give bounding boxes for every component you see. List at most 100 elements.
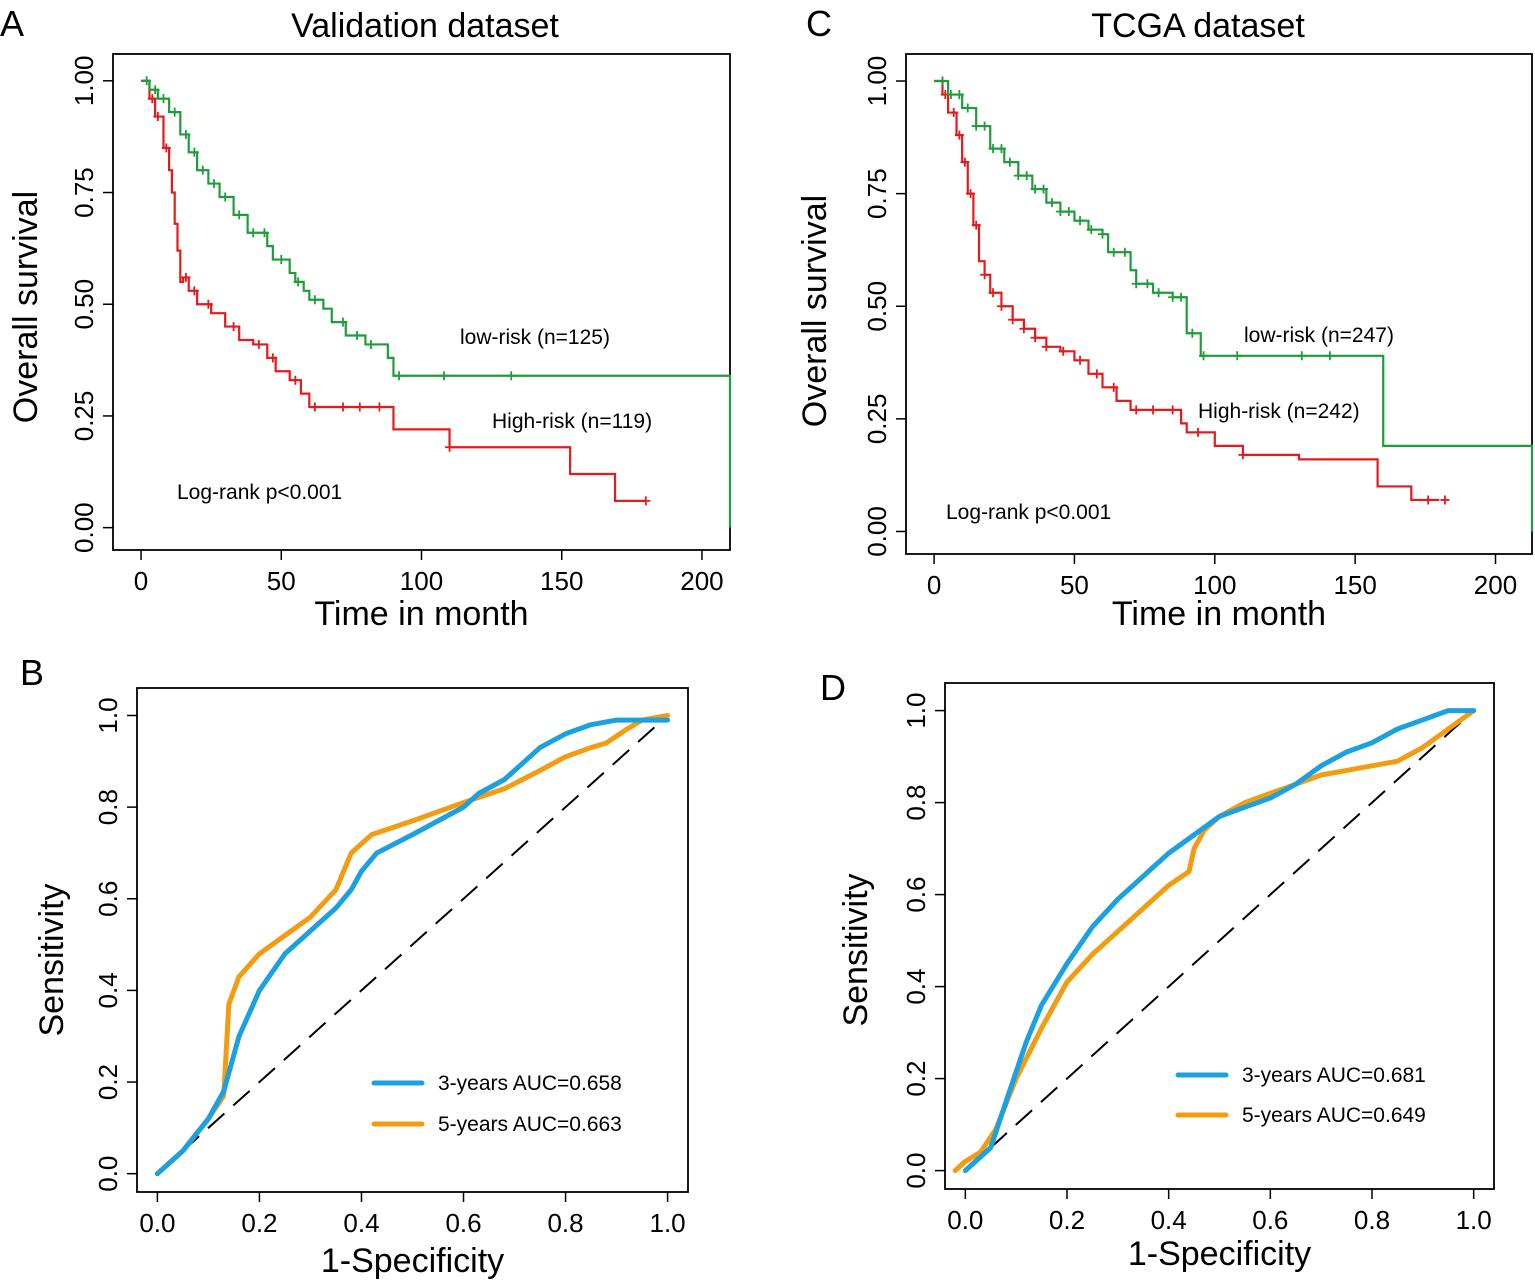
censor-mark bbox=[203, 299, 213, 309]
censor-mark bbox=[1058, 346, 1068, 356]
km-chart-validation: 0 50 100 150 200 0.00 0.25 0.50 0.75 1.00 Time in … bbox=[7, 7, 732, 633]
plot-frame-D bbox=[944, 682, 1495, 1190]
censor-mark bbox=[1019, 324, 1029, 334]
censor-mark bbox=[1030, 184, 1040, 194]
censor-mark bbox=[276, 255, 286, 265]
censor-mark bbox=[394, 371, 404, 381]
censor-mark bbox=[293, 277, 303, 287]
censor-mark bbox=[439, 371, 449, 381]
high-risk-curve bbox=[141, 79, 646, 502]
censor-mark bbox=[1232, 351, 1242, 361]
censor-mark bbox=[1168, 405, 1178, 415]
censor-mark bbox=[142, 76, 152, 86]
y-tick-label: 0.8 bbox=[901, 785, 931, 821]
plot-frame-B bbox=[136, 687, 689, 1193]
censor-mark bbox=[1022, 171, 1032, 181]
x-tick-label: 0.2 bbox=[241, 1208, 277, 1238]
censor-mark bbox=[1064, 207, 1074, 217]
x-tick-label: 0 bbox=[134, 566, 148, 596]
censor-mark bbox=[355, 402, 365, 412]
y-axis-title: Sensitivity bbox=[33, 883, 71, 1036]
x-tick-label: 200 bbox=[1474, 570, 1517, 600]
x-tick-label: 150 bbox=[1333, 570, 1376, 600]
censor-mark bbox=[1176, 292, 1186, 302]
x-axis-title: 1-Specificity bbox=[321, 1242, 504, 1280]
x-tick-label: 0.0 bbox=[139, 1208, 175, 1238]
legend-label: 5-years AUC=0.649 bbox=[1242, 1104, 1426, 1127]
x-tick-label: 200 bbox=[680, 566, 723, 596]
y-tick-label: 0.75 bbox=[69, 167, 99, 218]
y-tick-label: 0.0 bbox=[93, 1156, 123, 1192]
x-tick-label: 0.4 bbox=[1151, 1205, 1187, 1235]
low-risk-curve bbox=[934, 79, 1534, 532]
y-tick-label: 0.75 bbox=[862, 168, 892, 219]
x-axis-title: Time in month bbox=[1112, 595, 1326, 633]
censor-mark bbox=[229, 322, 239, 332]
censor-mark bbox=[290, 375, 300, 385]
censor-mark bbox=[1086, 225, 1096, 235]
censor-mark bbox=[1131, 279, 1141, 289]
censor-mark bbox=[259, 228, 269, 238]
y-tick-label: 0.50 bbox=[862, 281, 892, 332]
censor-mark bbox=[220, 192, 230, 202]
y-tick-label: 0.2 bbox=[901, 1061, 931, 1097]
censor-mark bbox=[1440, 495, 1450, 505]
y-tick-label: 0.00 bbox=[862, 506, 892, 557]
roc-chart-validation: 0.0 0.2 0.4 0.6 0.8 1.0 0.0 0.2 0.4 0.6 0.8 1.0 1-Sp… bbox=[33, 687, 689, 1280]
censor-mark bbox=[254, 339, 264, 349]
censor-mark bbox=[1187, 328, 1197, 338]
censor-mark bbox=[310, 295, 320, 305]
censor-mark bbox=[268, 353, 278, 363]
censor-mark bbox=[1142, 279, 1152, 289]
censor-mark bbox=[153, 112, 163, 122]
roc-curve-3-years bbox=[962, 708, 1477, 1174]
chart-title: TCGA dataset bbox=[1091, 7, 1305, 45]
censor-mark bbox=[966, 189, 976, 199]
low-risk-label: low-risk (n=125) bbox=[460, 326, 610, 349]
censor-mark bbox=[161, 143, 171, 153]
censor-mark bbox=[1039, 184, 1049, 194]
roc-curve-3-years bbox=[154, 717, 671, 1177]
censor-mark bbox=[949, 108, 959, 118]
censor-mark bbox=[1238, 450, 1248, 460]
km-chart-tcga: 0 50 100 150 200 0.00 0.25 0.50 0.75 1.00 Time in … bbox=[796, 7, 1534, 633]
y-tick-label: 1.00 bbox=[862, 56, 892, 107]
x-tick-label: 0 bbox=[927, 570, 941, 600]
censor-mark bbox=[996, 144, 1006, 154]
censor-mark bbox=[1013, 171, 1023, 181]
censor-mark bbox=[1193, 427, 1203, 437]
censor-mark bbox=[181, 272, 191, 282]
censor-mark bbox=[1005, 157, 1015, 167]
panel-label-b: B bbox=[20, 652, 44, 693]
censor-mark bbox=[980, 121, 990, 131]
legend-label: 3-years AUC=0.658 bbox=[438, 1072, 622, 1095]
censor-mark bbox=[150, 85, 160, 95]
logrank-annotation: Log-rank p<0.001 bbox=[177, 481, 342, 504]
censor-mark bbox=[1168, 292, 1178, 302]
x-axis-title: Time in month bbox=[314, 595, 528, 633]
censor-mark bbox=[506, 371, 516, 381]
x-tick-label: 50 bbox=[1060, 570, 1089, 600]
y-tick-label: 1.00 bbox=[69, 56, 99, 107]
censor-mark bbox=[954, 90, 964, 100]
y-tick-label: 0.6 bbox=[901, 877, 931, 913]
x-tick-label: 100 bbox=[1193, 570, 1236, 600]
censor-mark bbox=[147, 94, 157, 104]
censor-mark bbox=[641, 496, 651, 506]
roc-chart-tcga: 0.0 0.2 0.4 0.6 0.8 1.0 0.0 0.2 0.4 0.6 0.8 1.0 1-Sp… bbox=[837, 682, 1495, 1273]
low-risk-curve bbox=[141, 79, 732, 528]
censor-mark bbox=[1055, 207, 1065, 217]
logrank-annotation: Log-rank p<0.001 bbox=[946, 501, 1111, 524]
y-tick-label: 0.4 bbox=[93, 972, 123, 1008]
high-risk-label: High-risk (n=119) bbox=[492, 410, 652, 433]
censor-mark bbox=[189, 147, 199, 157]
censor-mark bbox=[988, 288, 998, 298]
x-tick-label: 0.8 bbox=[1354, 1205, 1390, 1235]
plot-frame-A bbox=[112, 53, 731, 551]
censor-mark bbox=[946, 90, 956, 100]
censor-mark bbox=[960, 157, 970, 167]
censor-mark bbox=[996, 301, 1006, 311]
y-tick-label: 0.0 bbox=[901, 1153, 931, 1189]
censor-mark bbox=[445, 442, 455, 452]
censor-mark bbox=[198, 165, 208, 175]
